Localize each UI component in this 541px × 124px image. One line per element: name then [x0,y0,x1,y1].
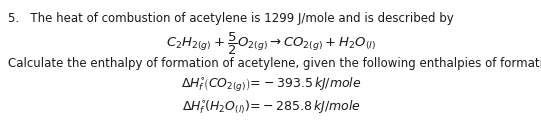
Text: $C_2H_{2(g)} + \dfrac{5}{2}O_{2(g)} \rightarrow CO_{2(g)} + H_2O_{(l)}$: $C_2H_{2(g)} + \dfrac{5}{2}O_{2(g)} \rig… [166,31,376,57]
Text: $\Delta H_f^{\circ}\!\left(H_2O_{(l)}\right)\!=\!-285.8\,kJ/mole$: $\Delta H_f^{\circ}\!\left(H_2O_{(l)}\ri… [182,98,360,115]
Text: $\Delta H_f^{\circ}\!\left(CO_{2(g)}\right)\!=\!-393.5\,kJ/mole$: $\Delta H_f^{\circ}\!\left(CO_{2(g)}\rig… [181,76,361,94]
Text: 5.   The heat of combustion of acetylene is 1299 J/mole and is described by: 5. The heat of combustion of acetylene i… [8,12,454,25]
Text: Calculate the enthalpy of formation of acetylene, given the following enthalpies: Calculate the enthalpy of formation of a… [8,57,541,70]
